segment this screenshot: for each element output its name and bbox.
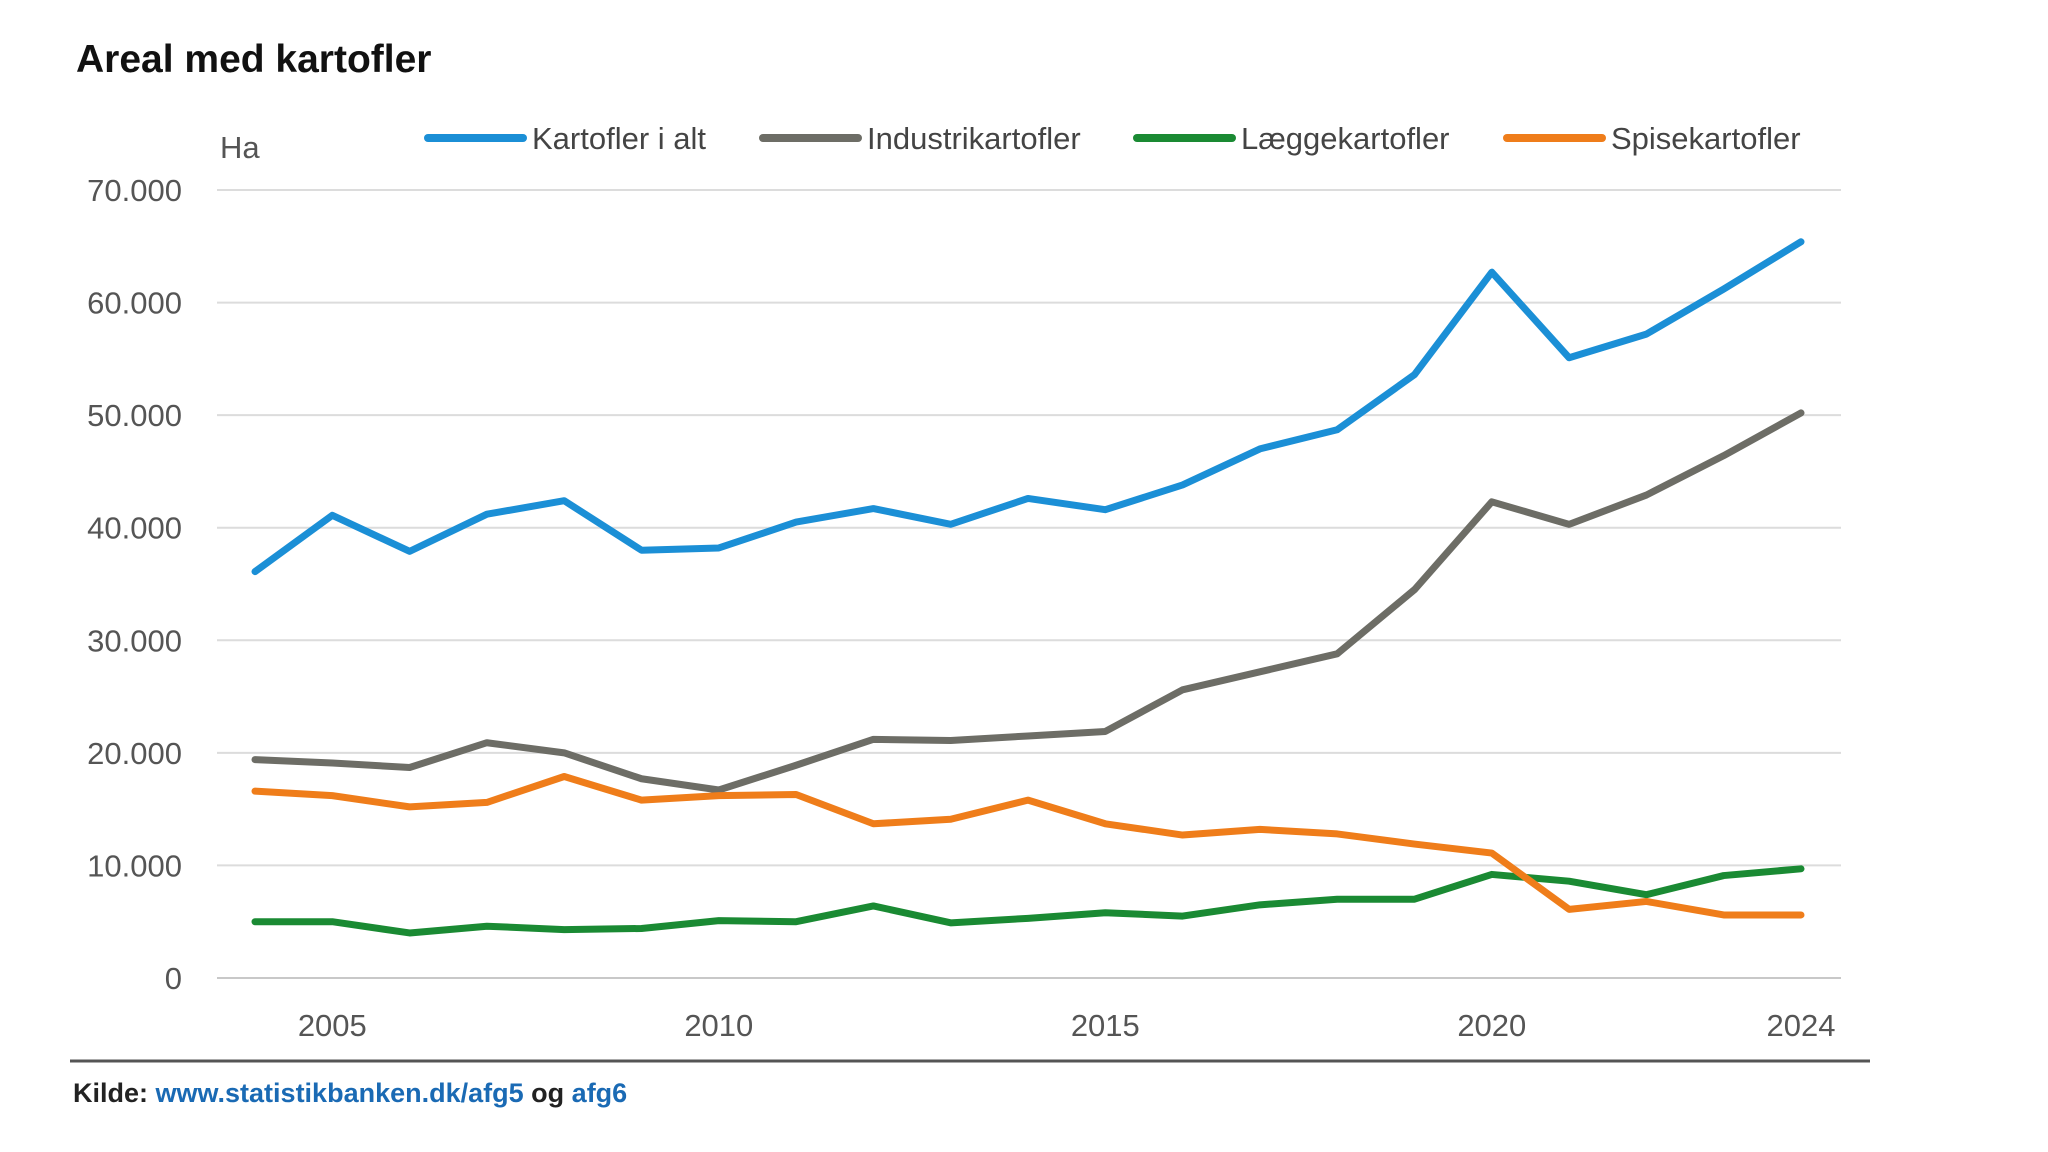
- y-axis-label: Ha: [220, 130, 260, 165]
- y-tick-label: 10.000: [87, 848, 182, 883]
- series-line-kartofler-i-alt: [251, 238, 1805, 576]
- y-tick-label: 0: [165, 961, 182, 996]
- y-tick-label: 30.000: [87, 623, 182, 658]
- source-note: Kilde: www.statistikbanken.dk/afg5 og af…: [73, 1078, 627, 1109]
- legend-label: Læggekartofler: [1241, 121, 1450, 156]
- x-tick-label: 2005: [298, 1008, 367, 1043]
- y-tick-label: 50.000: [87, 398, 182, 433]
- chart-title: Areal med kartofler: [76, 38, 432, 81]
- y-axis: 0 10.000 20.000 30.000 40.000 50.000 60.000 70.…: [87, 173, 182, 996]
- source-link-afg6[interactable]: afg6: [571, 1078, 628, 1108]
- series-lines: [251, 238, 1805, 937]
- y-tick-label: 60.000: [87, 286, 182, 321]
- x-tick-label: 2010: [684, 1008, 753, 1043]
- series-line-industrikartofler: [251, 409, 1805, 794]
- x-tick-label: 2024: [1767, 1008, 1836, 1043]
- legend-label: Kartofler i alt: [532, 121, 706, 156]
- x-axis: 2005 2010 2015 2020 2024: [298, 1008, 1836, 1043]
- source-joiner: og: [531, 1078, 565, 1108]
- x-tick-label: 2015: [1071, 1008, 1140, 1043]
- y-tick-label: 20.000: [87, 736, 182, 771]
- grid: [217, 189, 1841, 979]
- legend-item: Industrikartofler: [759, 121, 1081, 156]
- series-line-spisekartofler: [251, 772, 1805, 919]
- series-line-l-ggekartofler: [251, 865, 1805, 937]
- source-label: Kilde:: [73, 1078, 149, 1108]
- legend-item: Kartofler i alt: [424, 121, 706, 156]
- legend-label: Spisekartofler: [1611, 121, 1801, 156]
- source-link-afg5[interactable]: www.statistikbanken.dk/afg5: [155, 1078, 524, 1108]
- x-tick-label: 2020: [1457, 1008, 1526, 1043]
- legend: Kartofler i alt Industrikartofler Læggekar…: [424, 121, 1801, 156]
- y-tick-label: 40.000: [87, 511, 182, 546]
- legend-item: Spisekartofler: [1503, 121, 1801, 156]
- legend-label: Industrikartofler: [867, 121, 1081, 156]
- legend-item: Læggekartofler: [1133, 121, 1450, 156]
- y-tick-label: 70.000: [87, 173, 182, 208]
